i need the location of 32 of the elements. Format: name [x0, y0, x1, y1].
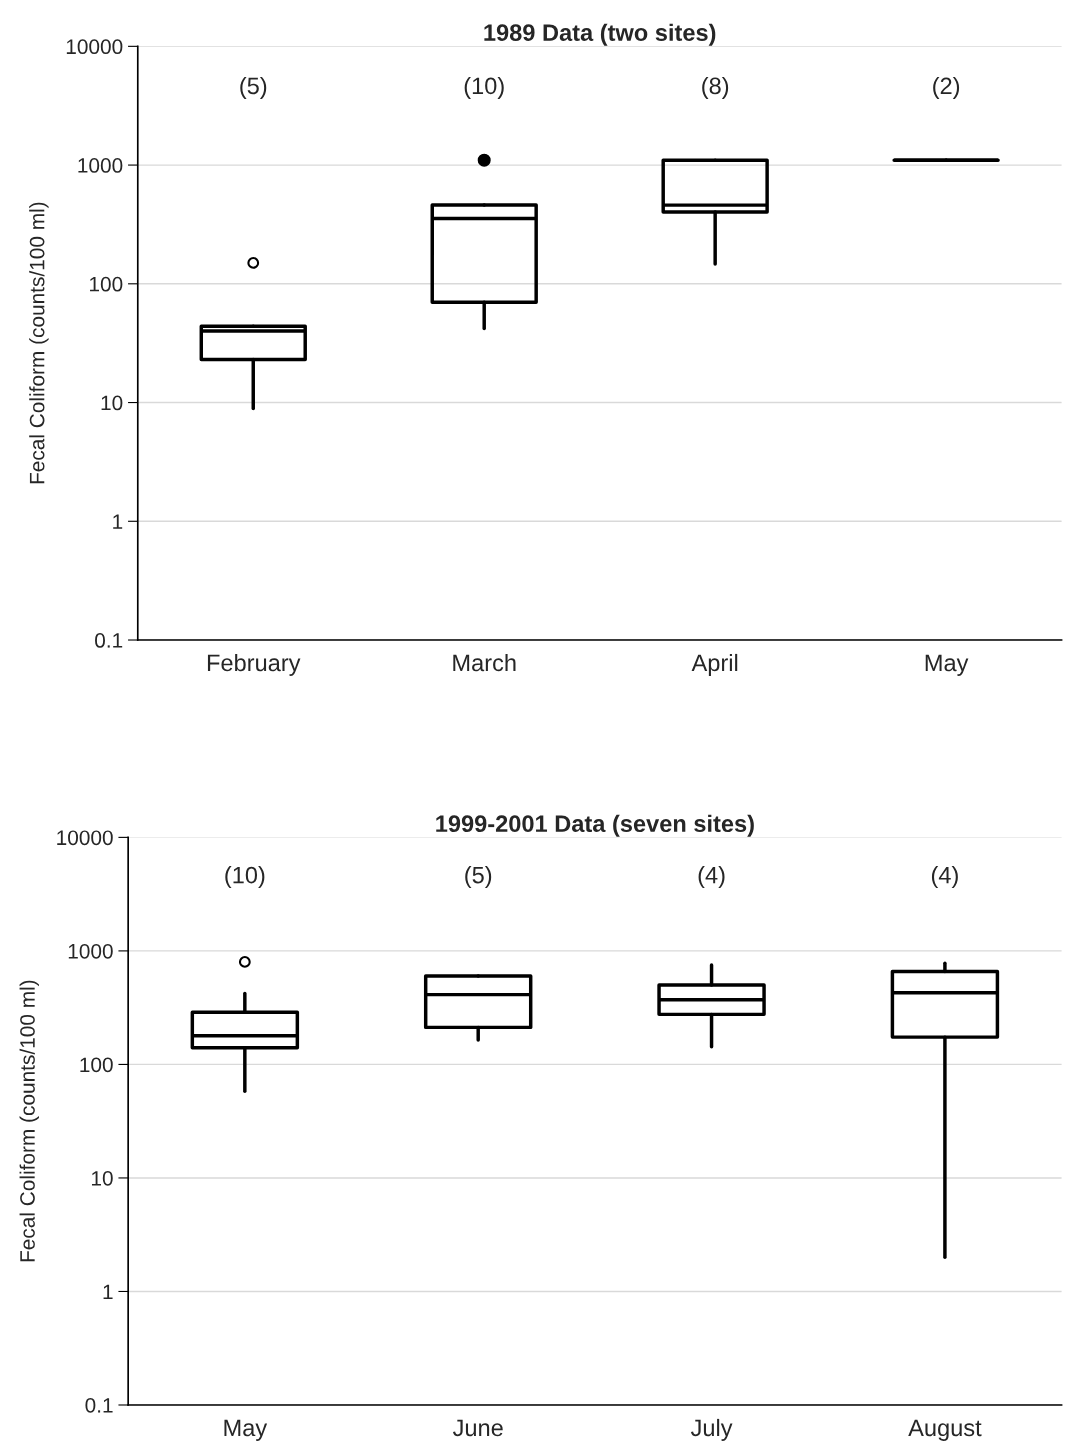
y-tick-label: 0.1: [85, 1398, 113, 1413]
y-tick-label: 1: [113, 514, 123, 529]
y-tick-label: 1000: [78, 158, 123, 173]
annotation: (2): [933, 76, 960, 99]
y-axis-title: Fecal Coliform (counts/100 ml): [19, 980, 39, 1262]
chart-title: 1999-2001 Data (seven sites): [436, 814, 754, 837]
x-tick-label: May: [224, 1419, 268, 1441]
annotation: (10): [225, 866, 265, 889]
y-tick-label: 1: [103, 1284, 113, 1300]
x-tick-label: April: [691, 653, 738, 676]
y-tick-label: 10: [101, 395, 123, 411]
annotation: (5): [240, 76, 267, 99]
y-tick-label: 0.1: [95, 633, 123, 648]
chart-title: 1989 Data (two sites): [484, 23, 716, 46]
x-tick-label: March: [453, 653, 516, 672]
x-tick-label: August: [908, 1419, 982, 1441]
y-tick-label: 100: [90, 276, 123, 292]
x-tick-label: February: [207, 653, 301, 676]
annotation: (8): [702, 76, 729, 99]
annotation: (5): [465, 866, 492, 889]
y-tick-label: 100: [80, 1057, 113, 1073]
y-tick-label: 10000: [57, 830, 113, 846]
x-tick-label: July: [690, 1418, 733, 1441]
y-tick-label: 10000: [66, 39, 123, 55]
y-axis-title: Fecal Coliform (counts/100 ml): [29, 202, 49, 484]
y-tick-label: 1000: [68, 943, 113, 959]
annotation: (4): [931, 866, 958, 889]
annotation: (4): [698, 866, 725, 889]
x-tick-label: May: [925, 654, 969, 676]
y-tick-label: 10: [91, 1170, 113, 1186]
annotation: (10): [464, 76, 504, 99]
x-tick-label: June: [452, 1419, 503, 1437]
